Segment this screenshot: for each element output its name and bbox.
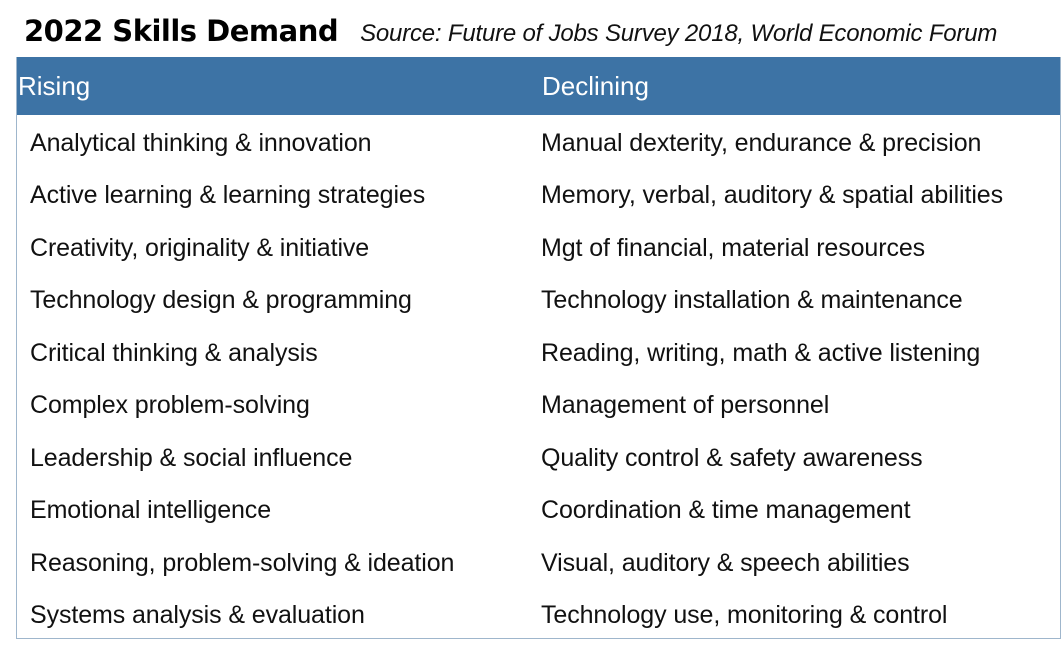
table-row: Systems analysis & evaluation Technology… — [17, 590, 1060, 643]
source-citation: Source: Future of Jobs Survey 2018, Worl… — [360, 20, 998, 47]
skills-table: Rising Declining Analytical thinking & i… — [16, 57, 1061, 639]
declining-skill: Coordination & time management — [541, 496, 911, 525]
declining-skill: Mgt of financial, material resources — [541, 233, 926, 262]
table-row: Critical thinking & analysis Reading, wr… — [17, 327, 1060, 380]
declining-skill: Management of personnel — [541, 391, 830, 420]
declining-skill: Memory, verbal, auditory & spatial abili… — [541, 181, 1003, 210]
table-row: Complex problem-solving Management of pe… — [17, 380, 1060, 433]
rising-skill: Emotional intelligence — [30, 496, 272, 525]
declining-skill: Technology installation & maintenance — [541, 286, 963, 315]
table-header: Rising Declining — [17, 57, 1060, 115]
rising-skill: Critical thinking & analysis — [30, 338, 318, 367]
rising-skill: Systems analysis & evaluation — [30, 601, 365, 630]
rising-skill: Complex problem-solving — [30, 391, 310, 420]
declining-skill: Visual, auditory & speech abilities — [541, 548, 910, 577]
page-title: 2022 Skills Demand — [24, 14, 339, 48]
rising-skill: Active learning & learning strategies — [30, 181, 426, 210]
table-row: Leadership & social influence Quality co… — [17, 432, 1060, 485]
declining-skill: Reading, writing, math & active listenin… — [541, 338, 981, 367]
rising-skill: Technology design & programming — [30, 286, 412, 315]
column-header-declining: Declining — [542, 71, 649, 101]
declining-skill: Manual dexterity, endurance & precision — [541, 128, 982, 157]
declining-skill: Technology use, monitoring & control — [541, 601, 948, 630]
table-row: Analytical thinking & innovation Manual … — [17, 117, 1060, 170]
rising-skill: Creativity, originality & initiative — [30, 233, 370, 262]
table-row: Emotional intelligence Coordination & ti… — [17, 485, 1060, 538]
rising-skill: Leadership & social influence — [30, 443, 353, 472]
rising-skill: Reasoning, problem-solving & ideation — [30, 548, 455, 577]
table-row: Reasoning, problem-solving & ideation Vi… — [17, 537, 1060, 590]
declining-skill: Quality control & safety awareness — [541, 443, 923, 472]
column-header-rising: Rising — [18, 71, 91, 101]
table-row: Active learning & learning strategies Me… — [17, 170, 1060, 223]
table-body: Analytical thinking & innovation Manual … — [17, 115, 1060, 642]
table-row: Creativity, originality & initiative Mgt… — [17, 222, 1060, 275]
title-row: 2022 Skills Demand Source: Future of Job… — [24, 14, 997, 54]
table-row: Technology design & programming Technolo… — [17, 275, 1060, 328]
rising-skill: Analytical thinking & innovation — [30, 128, 372, 157]
